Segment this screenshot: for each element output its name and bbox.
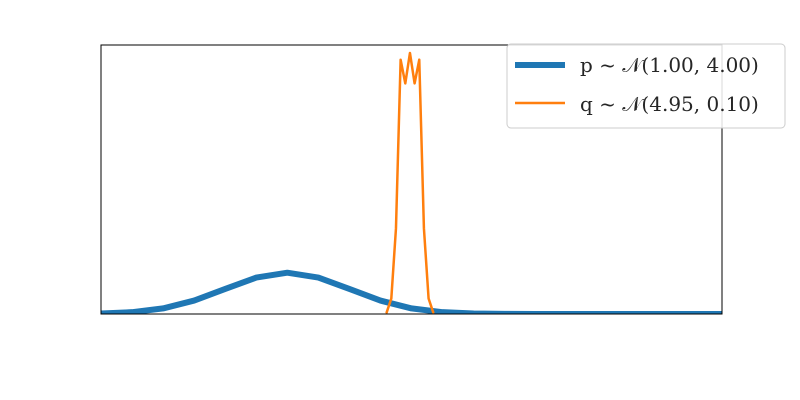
legend-label-q: q ~ 𝒩(4.95, 0.10) [580,92,759,116]
legend-box [506,43,786,129]
series-p-line [101,269,722,314]
plot-frame [100,44,723,315]
series-layer [101,51,722,314]
legend: p ~ 𝒩(1.00, 4.00) q ~ 𝒩(4.95, 0.10) [506,43,786,129]
legend-label-p: p ~ 𝒩(1.00, 4.00) [580,53,759,77]
series-q-line [385,51,435,314]
